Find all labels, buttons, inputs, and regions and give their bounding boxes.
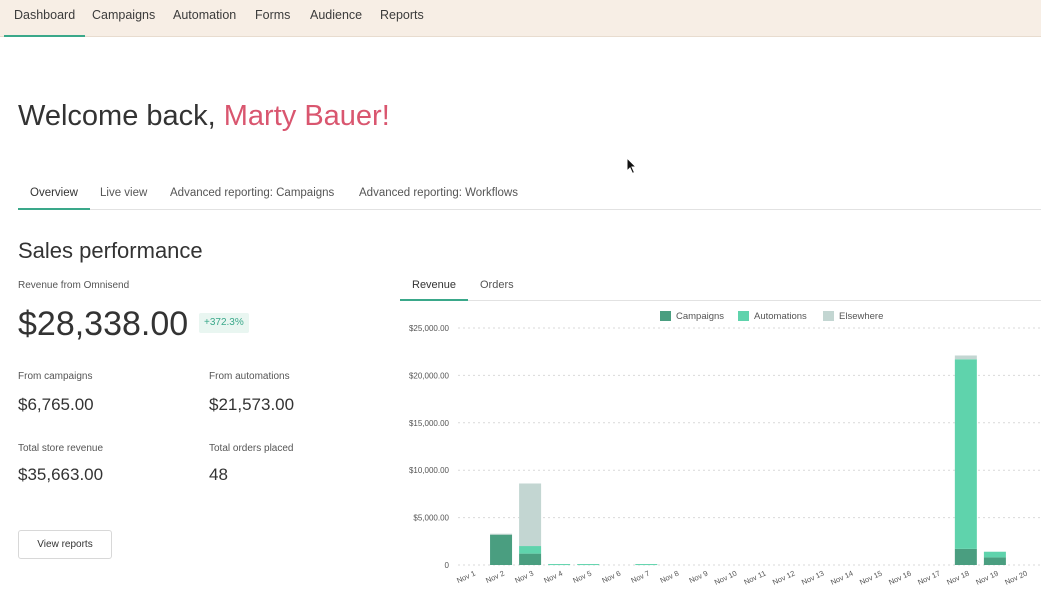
mouse-cursor-icon bbox=[626, 157, 638, 175]
legend-swatch bbox=[738, 311, 749, 321]
x-tick-label: Nov 11 bbox=[742, 569, 767, 587]
bar-segment bbox=[577, 564, 600, 566]
bar-segment bbox=[548, 564, 571, 566]
x-tick-label: Nov 18 bbox=[945, 569, 970, 587]
bar-segment bbox=[635, 564, 658, 566]
bar-segment bbox=[519, 553, 542, 565]
from-automations-value: $21,573.00 bbox=[209, 395, 295, 414]
y-tick-label: 0 bbox=[445, 561, 450, 570]
x-tick-label: Nov 13 bbox=[800, 569, 825, 587]
chart-tabs: Revenue Orders bbox=[400, 272, 1041, 301]
tab-revenue[interactable]: Revenue bbox=[400, 272, 469, 301]
x-tick-label: Nov 8 bbox=[659, 569, 681, 585]
top-navigation: Dashboard Campaigns Automation Forms Aud… bbox=[0, 0, 1041, 37]
nav-reports[interactable]: Reports bbox=[380, 8, 424, 22]
revenue-chart: 0 $5,000.00 $10,000.00 $15,000.00 $20,000.00… bbox=[409, 311, 1041, 587]
revenue-change-badge: +372.3% bbox=[199, 313, 249, 333]
total-store-value: $35,663.00 bbox=[18, 465, 104, 484]
bar-segment bbox=[954, 548, 977, 565]
page-title: Welcome back, Marty Bauer! bbox=[18, 100, 390, 133]
legend-swatch bbox=[823, 311, 834, 321]
nav-audience[interactable]: Audience bbox=[310, 8, 363, 22]
tab-live-view[interactable]: Live view bbox=[100, 187, 148, 199]
bar-segment bbox=[490, 534, 513, 565]
x-tick-label: Nov 6 bbox=[601, 569, 623, 585]
bar-segment bbox=[490, 533, 513, 535]
revenue-value: $28,338.00 bbox=[18, 305, 189, 343]
x-tick-label: Nov 2 bbox=[484, 569, 506, 585]
y-tick-label: $20,000.00 bbox=[409, 371, 450, 380]
x-tick-label: Nov 3 bbox=[513, 569, 535, 585]
nav-automation[interactable]: Automation bbox=[173, 8, 237, 22]
x-tick-label: Nov 17 bbox=[916, 569, 941, 587]
bar-segment bbox=[519, 483, 542, 547]
x-tick-label: Nov 9 bbox=[688, 569, 710, 585]
x-tick-label: Nov 16 bbox=[887, 569, 912, 587]
from-campaigns-label: From campaigns bbox=[18, 371, 93, 382]
y-tick-label: $15,000.00 bbox=[409, 419, 450, 428]
y-tick-label: $5,000.00 bbox=[413, 514, 449, 523]
x-tick-label: Nov 19 bbox=[974, 569, 999, 587]
y-tick-label: $10,000.00 bbox=[409, 466, 450, 475]
total-orders-value: 48 bbox=[209, 465, 228, 484]
user-name: Marty Bauer! bbox=[223, 100, 390, 132]
total-store-label: Total store revenue bbox=[18, 443, 104, 454]
tab-overview[interactable]: Overview bbox=[18, 179, 90, 210]
bar-segment bbox=[983, 551, 1006, 558]
view-reports-button[interactable]: View reports bbox=[18, 530, 112, 559]
dashboard-tabs: Overview Live view Advanced reporting: C… bbox=[18, 179, 1041, 210]
legend-swatch bbox=[660, 311, 671, 321]
bar-segment bbox=[954, 359, 977, 549]
legend-label: Campaigns bbox=[676, 311, 724, 322]
nav-dashboard[interactable]: Dashboard bbox=[4, 0, 86, 37]
nav-campaigns[interactable]: Campaigns bbox=[92, 8, 156, 22]
bar-segment bbox=[954, 355, 977, 360]
section-title: Sales performance bbox=[18, 238, 203, 263]
x-tick-label: Nov 12 bbox=[771, 569, 796, 587]
x-tick-label: Nov 7 bbox=[630, 569, 652, 585]
tab-orders[interactable]: Orders bbox=[480, 279, 514, 291]
x-tick-label: Nov 1 bbox=[455, 569, 477, 585]
welcome-prefix: Welcome back, bbox=[18, 100, 224, 132]
bar-segment bbox=[519, 546, 542, 554]
y-tick-label: $25,000.00 bbox=[409, 324, 450, 333]
x-tick-label: Nov 20 bbox=[1003, 569, 1028, 587]
x-tick-label: Nov 14 bbox=[829, 569, 854, 587]
legend-label: Elsewhere bbox=[839, 311, 883, 322]
from-automations-label: From automations bbox=[209, 371, 290, 382]
nav-forms[interactable]: Forms bbox=[255, 8, 291, 22]
revenue-label: Revenue from Omnisend bbox=[18, 280, 130, 291]
x-tick-label: Nov 15 bbox=[858, 569, 883, 587]
from-campaigns-value: $6,765.00 bbox=[18, 395, 94, 414]
bar-segment bbox=[983, 557, 1006, 565]
x-tick-label: Nov 4 bbox=[542, 569, 564, 585]
tab-advanced-campaigns[interactable]: Advanced reporting: Campaigns bbox=[170, 187, 335, 199]
legend-label: Automations bbox=[754, 311, 807, 322]
tab-advanced-workflows[interactable]: Advanced reporting: Workflows bbox=[359, 187, 518, 199]
total-orders-label: Total orders placed bbox=[209, 443, 294, 454]
x-tick-label: Nov 5 bbox=[571, 569, 593, 585]
x-tick-label: Nov 10 bbox=[713, 569, 738, 587]
